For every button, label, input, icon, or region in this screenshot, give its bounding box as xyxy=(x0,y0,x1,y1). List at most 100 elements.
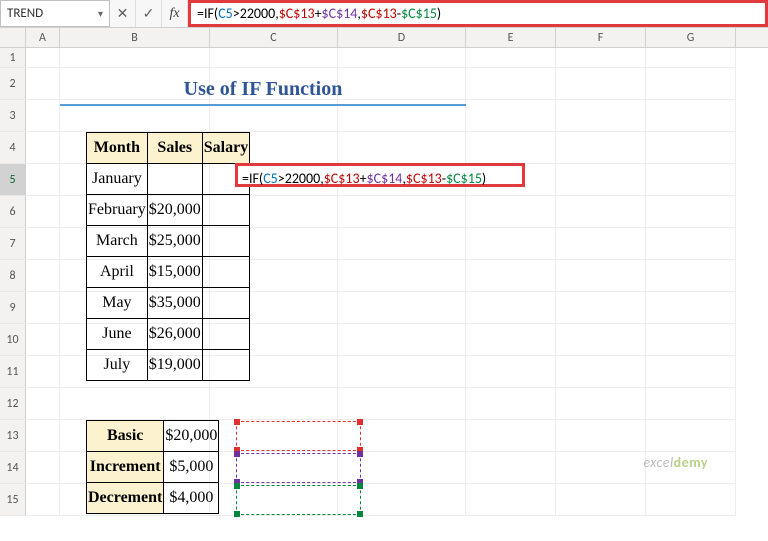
cell-month[interactable]: May xyxy=(87,288,148,319)
formula-ref-c13a: $C$13 xyxy=(279,5,315,22)
header-month: Month xyxy=(87,133,148,164)
row-header-3[interactable]: 3 xyxy=(0,100,26,132)
edit-t4: + xyxy=(360,170,367,187)
table-row: May$35,000 xyxy=(87,288,250,319)
row-header-15[interactable]: 15 xyxy=(0,484,26,516)
param-value-increment[interactable]: $5,000 xyxy=(164,452,219,483)
col-header-b[interactable]: B xyxy=(60,28,210,47)
table-row: February$20,000 xyxy=(87,195,250,226)
param-row-basic: Basic $20,000 xyxy=(87,421,219,452)
row-header-4[interactable]: 4 xyxy=(0,132,26,164)
header-salary: Salary xyxy=(202,133,249,164)
cell-sales[interactable]: $19,000 xyxy=(147,350,202,381)
edit-suffix: ) xyxy=(482,170,486,187)
cell-month[interactable]: January xyxy=(87,164,148,195)
cell-month[interactable]: April xyxy=(87,257,148,288)
cell-sales[interactable] xyxy=(147,164,202,195)
title-area: Use of IF Function xyxy=(60,78,466,106)
row-header-7[interactable]: 7 xyxy=(0,228,26,260)
edit-ref-c13b: $C$13 xyxy=(406,170,442,187)
table-row: July$19,000 xyxy=(87,350,250,381)
watermark-b: demy xyxy=(674,454,708,471)
title-underline xyxy=(60,104,466,106)
row-header-8[interactable]: 8 xyxy=(0,260,26,292)
formula-ref-c13b: $C$13 xyxy=(361,5,397,22)
formula-ref-c5: C5 xyxy=(218,5,233,22)
formula-text-4: + xyxy=(315,5,322,22)
param-label-basic: Basic xyxy=(87,421,164,452)
row-header-9[interactable]: 9 xyxy=(0,292,26,324)
cell-sales[interactable]: $20,000 xyxy=(147,195,202,226)
cell-salary[interactable] xyxy=(202,257,249,288)
edit-ref-c14: $C$14 xyxy=(367,170,403,187)
cell-editor[interactable]: =IF(C5>22000,$C$13+$C$14,$C$13-$C$15) xyxy=(235,163,525,187)
cell-salary[interactable] xyxy=(202,350,249,381)
table-row: March$25,000 xyxy=(87,226,250,257)
cancel-button[interactable]: ✕ xyxy=(110,0,136,27)
param-value-decrement[interactable]: $4,000 xyxy=(164,483,219,514)
param-label-increment: Increment xyxy=(87,452,164,483)
check-icon: ✓ xyxy=(143,5,155,22)
table-row: April$15,000 xyxy=(87,257,250,288)
param-value-basic[interactable]: $20,000 xyxy=(164,421,219,452)
cell-month[interactable]: March xyxy=(87,226,148,257)
cell-sales[interactable]: $15,000 xyxy=(147,257,202,288)
formula-input[interactable]: =IF(C5>22000,$C$13+$C$14,$C$13-$C$15) xyxy=(188,0,768,27)
row-header-6[interactable]: 6 xyxy=(0,196,26,228)
row-header-10[interactable]: 10 xyxy=(0,324,26,356)
cell-salary[interactable] xyxy=(202,319,249,350)
row-header-12[interactable]: 12 xyxy=(0,388,26,420)
worksheet-grid[interactable]: 1 2 3 4 5 6 7 8 9 10 11 12 13 14 15 Use … xyxy=(0,48,768,516)
cell-salary[interactable] xyxy=(202,288,249,319)
cell-sales[interactable]: $26,000 xyxy=(147,319,202,350)
sales-table: Month Sales Salary January February$20,0… xyxy=(86,132,250,381)
table-row: January xyxy=(87,164,250,195)
col-header-c[interactable]: C xyxy=(210,28,338,47)
row-header-13[interactable]: 13 xyxy=(0,420,26,452)
cancel-icon: ✕ xyxy=(117,5,129,22)
row-header-2[interactable]: 2 xyxy=(0,68,26,100)
page-title: Use of IF Function xyxy=(184,78,343,103)
edit-ref-c15: $C$15 xyxy=(446,170,482,187)
enter-button[interactable]: ✓ xyxy=(136,0,162,27)
params-table: Basic $20,000 Increment $5,000 Decrement… xyxy=(86,420,219,514)
table-header-row: Month Sales Salary xyxy=(87,133,250,164)
formula-text-suffix: ) xyxy=(437,5,441,22)
col-header-d[interactable]: D xyxy=(338,28,466,47)
col-header-a[interactable]: A xyxy=(26,28,60,47)
param-label-decrement: Decrement xyxy=(87,483,164,514)
formula-text-2: >22000, xyxy=(233,5,279,22)
row-header-14[interactable]: 14 xyxy=(0,452,26,484)
col-header-f[interactable]: F xyxy=(556,28,646,47)
row-header-5[interactable]: 5 xyxy=(0,164,26,196)
select-all-triangle[interactable] xyxy=(0,28,26,47)
cell-sales[interactable]: $25,000 xyxy=(147,226,202,257)
row-header-1[interactable]: 1 xyxy=(0,48,26,68)
cell-month[interactable]: July xyxy=(87,350,148,381)
table-row: June$26,000 xyxy=(87,319,250,350)
name-box-dropdown-icon[interactable]: ▾ xyxy=(98,7,103,20)
formula-bar: TREND ▾ ✕ ✓ fx =IF(C5>22000,$C$13+$C$14,… xyxy=(0,0,768,28)
cell-month[interactable]: February xyxy=(87,195,148,226)
col-header-g[interactable]: G xyxy=(646,28,736,47)
cell-salary[interactable] xyxy=(202,226,249,257)
column-headers: A B C D E F G xyxy=(0,28,768,48)
name-box[interactable]: TREND ▾ xyxy=(0,0,110,27)
edit-ref-c13a: $C$13 xyxy=(324,170,360,187)
row-header-11[interactable]: 11 xyxy=(0,356,26,388)
formula-ref-c14: $C$14 xyxy=(322,5,358,22)
cell-sales[interactable]: $35,000 xyxy=(147,288,202,319)
cell-month[interactable]: June xyxy=(87,319,148,350)
edit-prefix: =IF( xyxy=(242,170,263,187)
formula-ref-c15: $C$15 xyxy=(401,5,437,22)
watermark: exceldemy xyxy=(643,454,708,471)
cell-salary[interactable] xyxy=(202,195,249,226)
watermark-a: excel xyxy=(643,454,673,471)
formula-text-prefix: =IF( xyxy=(197,5,218,22)
insert-function-button[interactable]: fx xyxy=(162,0,188,27)
edit-t2: >22000, xyxy=(278,170,324,187)
header-sales: Sales xyxy=(147,133,202,164)
param-row-decrement: Decrement $4,000 xyxy=(87,483,219,514)
col-header-e[interactable]: E xyxy=(466,28,556,47)
param-row-increment: Increment $5,000 xyxy=(87,452,219,483)
